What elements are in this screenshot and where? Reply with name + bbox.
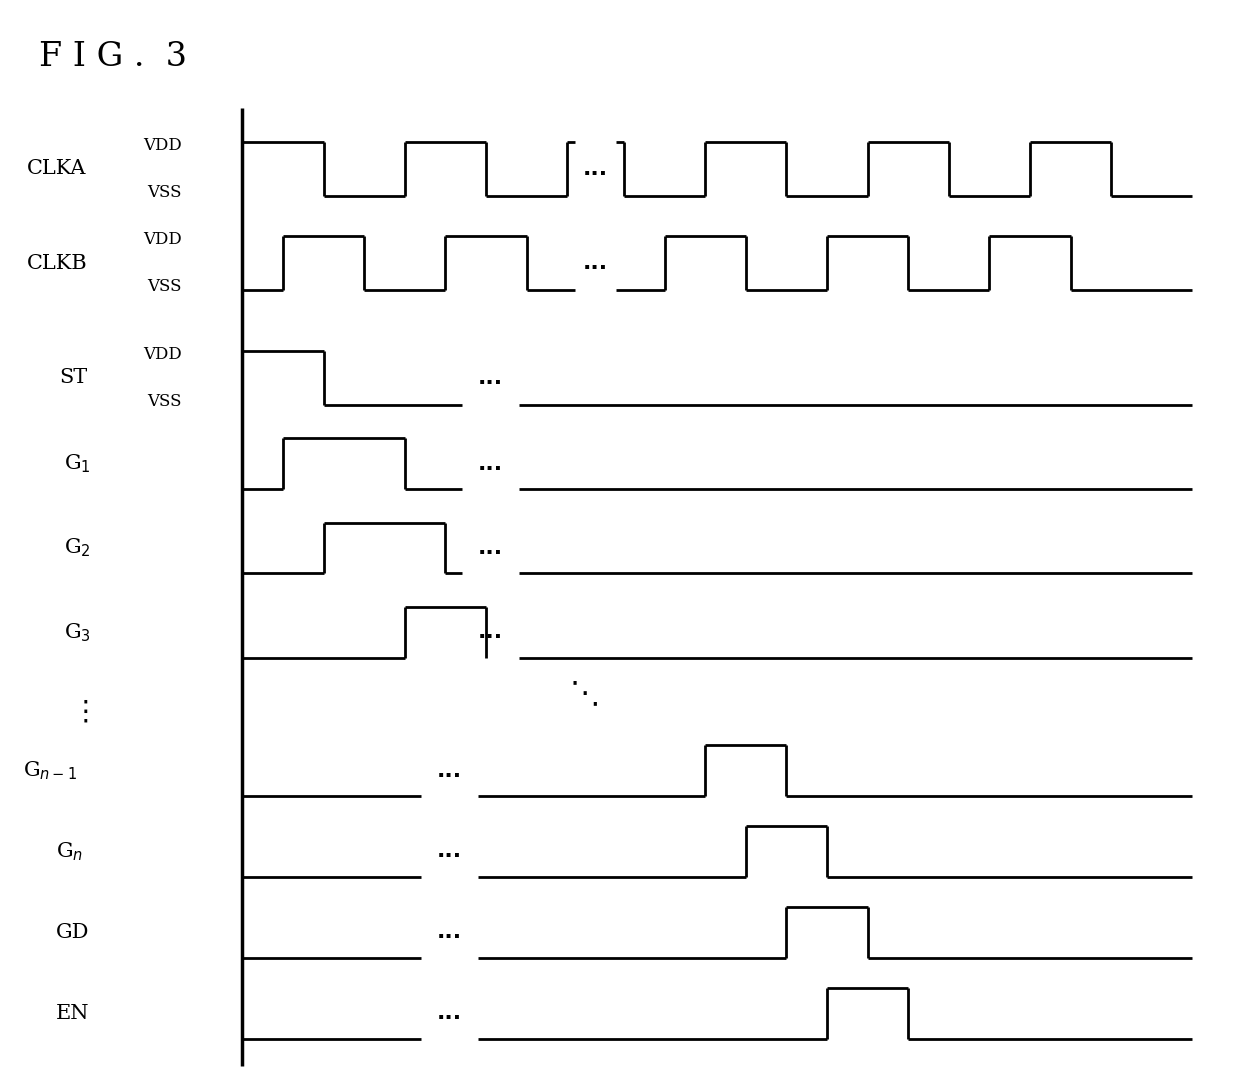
Text: G$_n$: G$_n$ [56,841,83,862]
Text: G$_2$: G$_2$ [63,536,91,559]
Text: F I G .  3: F I G . 3 [40,40,187,73]
Text: CLKB: CLKB [27,254,88,273]
Text: ST: ST [60,368,88,388]
Text: $\ddots$: $\ddots$ [569,680,598,709]
Text: ...: ... [436,922,463,943]
Text: ...: ... [583,159,608,179]
Text: ...: ... [583,253,608,274]
Text: EN: EN [56,1003,89,1023]
Text: VDD: VDD [143,137,181,154]
Text: ...: ... [477,622,502,642]
Text: VSS: VSS [148,278,181,295]
Text: ...: ... [477,368,502,388]
Text: G$_3$: G$_3$ [63,621,91,644]
Text: $\vdots$: $\vdots$ [72,697,88,725]
Text: ...: ... [477,454,502,473]
Text: ...: ... [477,538,502,558]
Text: CLKA: CLKA [27,160,87,178]
Text: G$_{n-1}$: G$_{n-1}$ [24,759,77,782]
Text: VDD: VDD [143,345,181,363]
Text: ...: ... [436,842,463,861]
Text: ...: ... [436,760,463,781]
Text: VDD: VDD [143,231,181,248]
Text: G$_1$: G$_1$ [63,453,91,475]
Text: VSS: VSS [148,393,181,409]
Text: ...: ... [436,1003,463,1023]
Text: VSS: VSS [148,184,181,201]
Text: GD: GD [56,923,89,942]
